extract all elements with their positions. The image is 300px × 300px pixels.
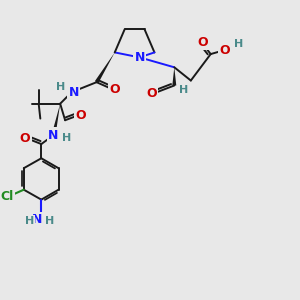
Text: N: N: [134, 51, 145, 64]
Text: O: O: [75, 109, 86, 122]
Polygon shape: [172, 67, 176, 86]
Polygon shape: [52, 104, 60, 136]
Text: H: H: [25, 217, 34, 226]
Text: N: N: [48, 129, 59, 142]
Text: H: H: [45, 217, 54, 226]
Text: O: O: [146, 87, 157, 100]
Text: O: O: [197, 36, 208, 49]
Text: H: H: [234, 39, 243, 49]
Text: O: O: [109, 83, 120, 96]
Text: Cl: Cl: [0, 190, 14, 203]
Text: O: O: [20, 132, 30, 145]
Polygon shape: [95, 52, 115, 83]
Text: H: H: [62, 134, 71, 143]
Text: H: H: [56, 82, 65, 92]
Text: O: O: [219, 44, 230, 57]
Text: H: H: [179, 85, 188, 95]
Text: N: N: [68, 85, 79, 99]
Text: N: N: [32, 213, 43, 226]
